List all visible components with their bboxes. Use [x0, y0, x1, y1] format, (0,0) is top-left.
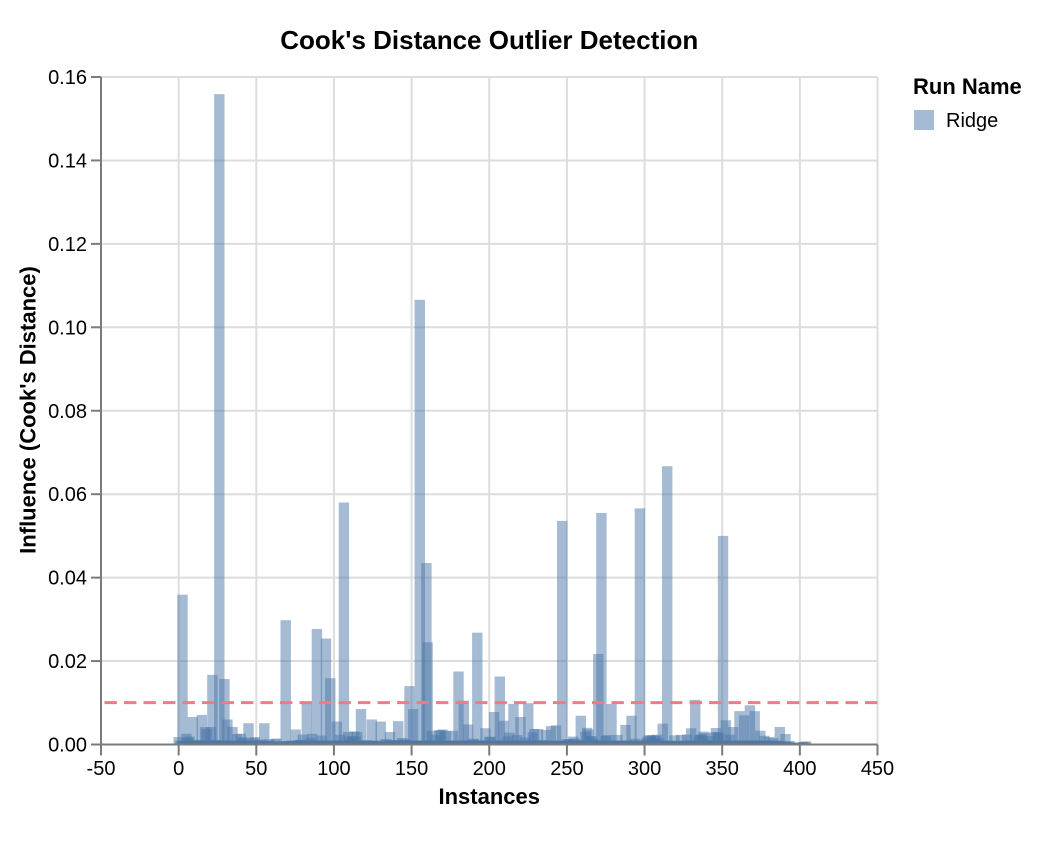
svg-text:Run Name: Run Name [913, 74, 1022, 99]
svg-text:0.02: 0.02 [48, 651, 87, 673]
svg-text:0.08: 0.08 [48, 401, 87, 423]
svg-text:0.06: 0.06 [48, 484, 87, 506]
svg-text:100: 100 [317, 758, 350, 780]
svg-text:-50: -50 [87, 758, 116, 780]
svg-text:450: 450 [861, 758, 894, 780]
svg-text:0.12: 0.12 [48, 234, 87, 256]
svg-text:150: 150 [395, 758, 428, 780]
svg-text:Influence (Cook's Distance): Influence (Cook's Distance) [16, 266, 41, 554]
svg-text:Cook's Distance Outlier Detect: Cook's Distance Outlier Detection [280, 25, 698, 55]
svg-text:250: 250 [550, 758, 583, 780]
svg-text:50: 50 [245, 758, 267, 780]
svg-text:Ridge: Ridge [946, 110, 998, 132]
svg-text:0.00: 0.00 [48, 735, 87, 757]
svg-text:350: 350 [706, 758, 739, 780]
svg-text:200: 200 [473, 758, 506, 780]
svg-text:400: 400 [783, 758, 816, 780]
svg-text:Instances: Instances [439, 784, 541, 809]
svg-text:0.04: 0.04 [48, 568, 87, 590]
svg-text:300: 300 [628, 758, 661, 780]
svg-text:0.16: 0.16 [48, 67, 87, 89]
svg-text:0.14: 0.14 [48, 150, 87, 172]
svg-text:0.10: 0.10 [48, 317, 87, 339]
svg-text:0: 0 [173, 758, 184, 780]
